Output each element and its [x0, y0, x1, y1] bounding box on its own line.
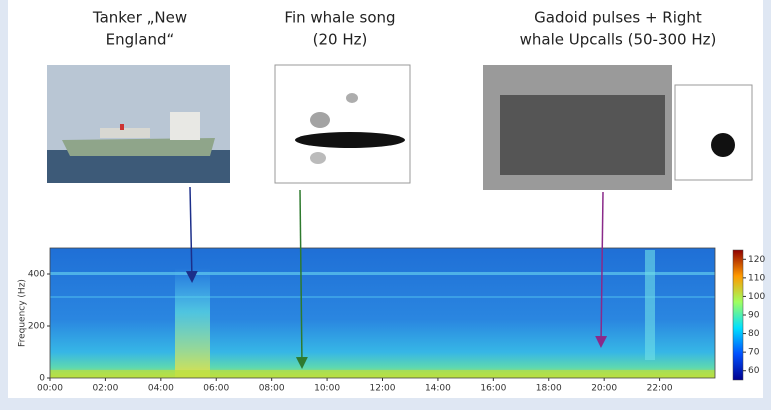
x-tick-label: 14:00 [425, 384, 451, 394]
caption: Gadoid pulses + Right [534, 9, 702, 27]
caption: whale Upcalls (50-300 Hz) [520, 31, 717, 49]
colorbar-tick-label: 120 [748, 255, 765, 265]
y-tick-label: 0 [39, 374, 45, 384]
y-axis-label: Frequency (Hz) [18, 279, 28, 347]
caption: Tanker „New [92, 9, 187, 27]
page: Frequency (Hz) Tanker „New England“ Fin wh… [0, 0, 771, 410]
x-tick-label: 22:00 [647, 384, 673, 394]
x-tick-label: 02:00 [92, 384, 118, 394]
colorbar-tick-label: 80 [748, 329, 760, 339]
x-tick-label: 00:00 [37, 384, 63, 394]
figure: Frequency (Hz) Tanker „New England“ Fin wh… [0, 0, 771, 410]
tanker-photo [47, 65, 230, 183]
x-tick-label: 20:00 [591, 384, 617, 394]
x-tick-label: 06:00 [203, 384, 229, 394]
caption: (20 Hz) [313, 31, 368, 49]
colorbar-tick-label: 70 [748, 348, 760, 358]
colorbar-tick-label: 110 [748, 273, 765, 283]
caption: Fin whale song [284, 9, 395, 27]
x-tick-label: 18:00 [536, 384, 562, 394]
y-tick-label: 400 [28, 270, 45, 280]
y-tick-label: 200 [28, 322, 45, 332]
x-tick-label: 12:00 [370, 384, 396, 394]
x-tick-label: 16:00 [480, 384, 506, 394]
x-tick-label: 04:00 [148, 384, 174, 394]
caption: England“ [106, 31, 175, 49]
x-tick-label: 10:00 [314, 384, 340, 394]
colorbar-tick-label: 100 [748, 292, 765, 302]
spectrogram [50, 248, 743, 380]
x-tick-label: 08:00 [259, 384, 285, 394]
colorbar-tick-label: 60 [748, 366, 760, 376]
fin-whale-spectrogram [275, 65, 410, 183]
colorbar-tick-label: 90 [748, 311, 760, 321]
